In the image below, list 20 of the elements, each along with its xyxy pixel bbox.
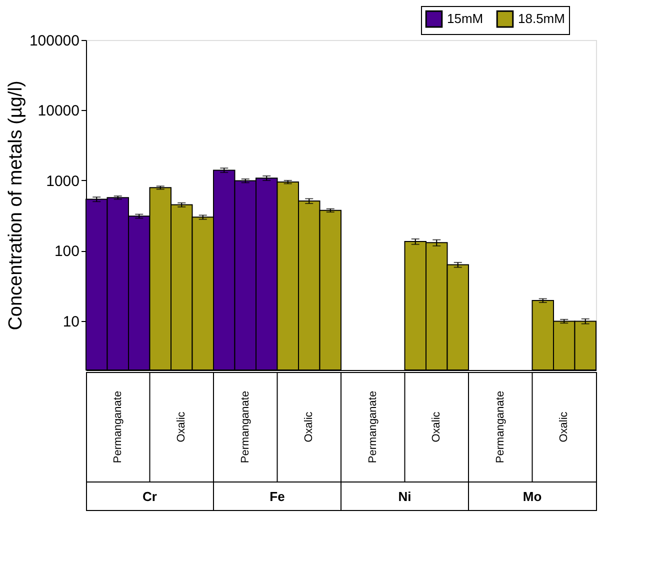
text: Cr (142, 489, 157, 504)
x-tick-label: Permanganate (494, 390, 506, 464)
text: Ni (398, 489, 412, 504)
x-tick-label: Oxalic (303, 411, 316, 442)
y-tick-label: 100000 (29, 32, 80, 50)
y-axis-title: Concentration of metals (µg/l) (5, 80, 26, 330)
text: Fe (270, 489, 285, 504)
x-tick-label: Oxalic (558, 411, 570, 442)
y-tick-label: 10 (62, 313, 80, 330)
x-tick-label: Oxalic (430, 411, 443, 442)
x-tick-label: Permanganate (112, 390, 124, 464)
text: Mo (522, 489, 542, 504)
y-tick-label: 100 (54, 243, 80, 260)
legend-label: 18.5mM (518, 11, 565, 26)
y-tick-label: 10000 (38, 102, 80, 120)
y-tick-label: 1000 (46, 172, 80, 190)
x-tick-label: Oxalic (176, 411, 188, 442)
x-tick-label: Permanganate (239, 390, 252, 464)
x-tick-label: Permanganate (366, 390, 379, 464)
legend-label: 15mM (447, 11, 484, 26)
